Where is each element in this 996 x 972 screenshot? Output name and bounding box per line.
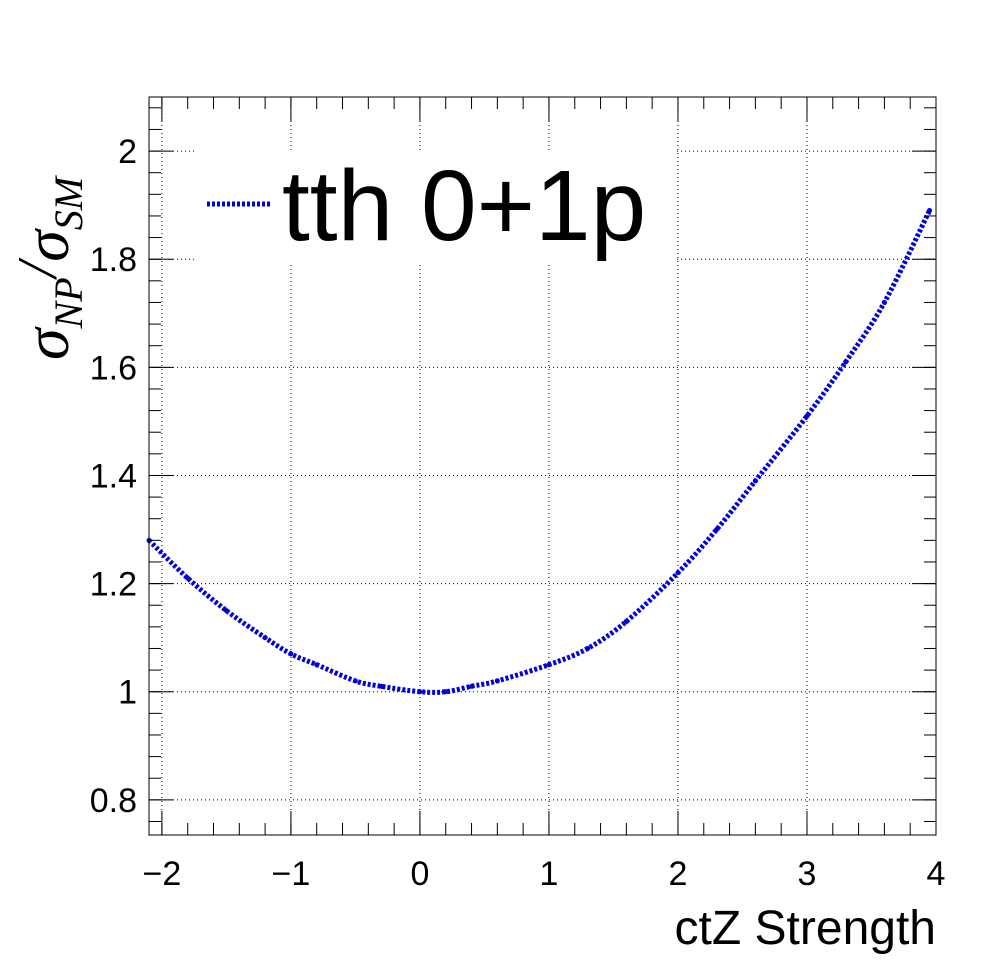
legend-label: tth 0+1p [282, 150, 646, 262]
y-tick-label: 1 [118, 674, 137, 712]
data-point [675, 570, 681, 576]
data-point [352, 678, 358, 684]
y-label-sub-np: NP [46, 277, 91, 329]
y-label-symbol: σ [11, 326, 82, 360]
y-tick-label: 2 [118, 133, 137, 171]
axis-ticks: −2 −1 0 1 2 3 4 0.8 1 1.2 1.4 1.6 1.8 2 [90, 97, 946, 893]
svg-text:σNP/σSM: σNP/σSM [7, 174, 91, 360]
x-tick-label: 1 [539, 855, 558, 893]
grid [149, 97, 936, 835]
x-tick-label: −1 [272, 855, 311, 893]
x-tick-label: 2 [669, 855, 688, 893]
data-point [804, 413, 810, 419]
data-point [288, 651, 294, 657]
data-point [185, 575, 191, 581]
data-point [843, 359, 849, 365]
x-tick-label: 0 [410, 855, 429, 893]
data-point [443, 689, 449, 695]
legend-background [196, 150, 676, 265]
y-tick-label: 1.8 [90, 241, 137, 279]
y-label-sub-sm: SM [46, 174, 91, 230]
data-point [623, 618, 629, 624]
y-label-slash: / [7, 257, 69, 280]
x-axis-label: ctZ Strength [675, 902, 936, 955]
x-tick-label: −2 [143, 855, 182, 893]
data-point [262, 635, 268, 641]
x-tick-label: 3 [798, 855, 817, 893]
x-tick-label: 4 [927, 855, 946, 893]
data-point [546, 662, 552, 668]
data-point [714, 527, 720, 533]
data-point [494, 678, 500, 684]
data-point [223, 608, 229, 614]
series-layer [146, 208, 933, 695]
y-tick-label: 1.2 [90, 566, 137, 604]
legend: tth 0+1p [196, 150, 676, 265]
y-label-symbol-2: σ [11, 228, 82, 262]
y-tick-label: 0.8 [90, 782, 137, 820]
plot-frame [148, 96, 937, 836]
data-point [881, 299, 887, 305]
data-point [752, 478, 758, 484]
data-point [314, 662, 320, 668]
data-point [417, 689, 423, 695]
y-tick-label: 1.6 [90, 349, 137, 387]
data-point [927, 208, 933, 214]
y-axis-label: σNP/σSM [7, 174, 91, 360]
data-point [378, 683, 384, 689]
data-point [585, 645, 591, 651]
data-point [469, 683, 475, 689]
y-tick-label: 1.4 [90, 457, 137, 495]
